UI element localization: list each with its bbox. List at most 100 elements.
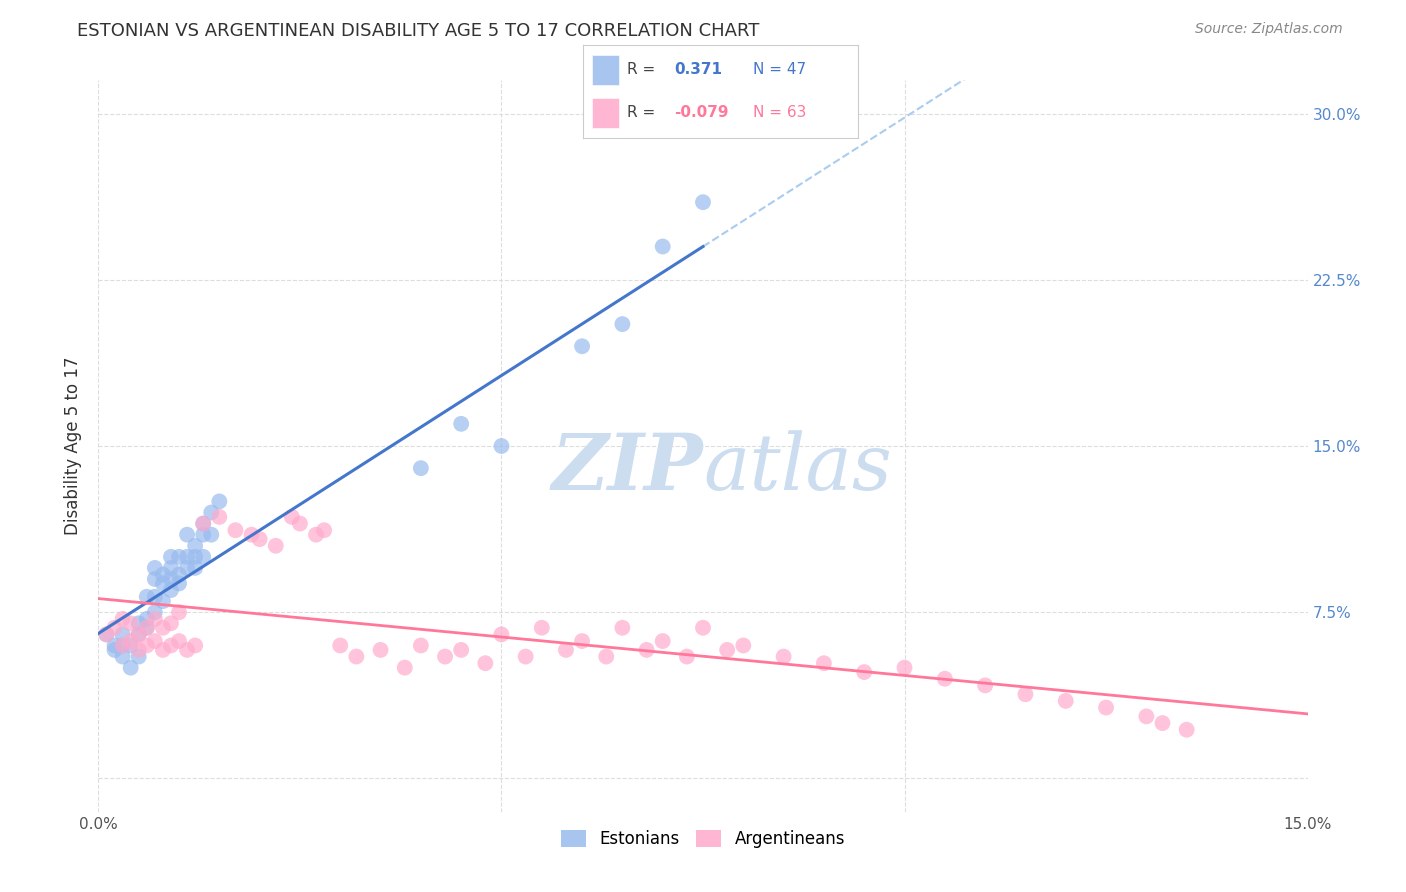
- Point: [193, 549, 215, 564]
- Point: [128, 627, 150, 641]
- Point: [595, 649, 617, 664]
- Point: [264, 539, 287, 553]
- Point: [160, 572, 183, 586]
- Point: [208, 510, 231, 524]
- Point: [143, 612, 166, 626]
- Point: [344, 649, 367, 664]
- Point: [152, 621, 174, 635]
- Point: [120, 639, 142, 653]
- Point: [733, 639, 755, 653]
- Point: [103, 621, 125, 635]
- Point: [530, 621, 553, 635]
- Point: [974, 678, 997, 692]
- Point: [160, 583, 183, 598]
- Point: [176, 561, 198, 575]
- Point: [1095, 700, 1118, 714]
- Point: [612, 317, 634, 331]
- Point: [143, 572, 166, 586]
- FancyBboxPatch shape: [592, 98, 619, 128]
- Point: [111, 612, 134, 626]
- Point: [409, 639, 432, 653]
- Point: [555, 643, 578, 657]
- Text: Source: ZipAtlas.com: Source: ZipAtlas.com: [1195, 22, 1343, 37]
- Point: [692, 621, 714, 635]
- Point: [651, 634, 673, 648]
- FancyBboxPatch shape: [592, 55, 619, 85]
- Point: [370, 643, 392, 657]
- Text: N = 47: N = 47: [754, 62, 807, 78]
- Point: [143, 590, 166, 604]
- Point: [160, 616, 183, 631]
- Point: [1175, 723, 1198, 737]
- Point: [281, 510, 304, 524]
- Point: [934, 672, 956, 686]
- Point: [167, 634, 190, 648]
- Point: [152, 576, 174, 591]
- Point: [135, 621, 157, 635]
- Point: [571, 339, 593, 353]
- Point: [111, 639, 134, 653]
- Point: [772, 649, 794, 664]
- Point: [152, 567, 174, 582]
- Point: [176, 527, 198, 541]
- Point: [128, 627, 150, 641]
- Point: [167, 576, 190, 591]
- Point: [434, 649, 457, 664]
- Point: [143, 634, 166, 648]
- Text: ESTONIAN VS ARGENTINEAN DISABILITY AGE 5 TO 17 CORRELATION CHART: ESTONIAN VS ARGENTINEAN DISABILITY AGE 5…: [77, 22, 759, 40]
- Point: [128, 616, 150, 631]
- Point: [200, 506, 222, 520]
- Point: [409, 461, 432, 475]
- Point: [450, 417, 472, 431]
- Legend: Estonians, Argentineans: Estonians, Argentineans: [554, 823, 852, 855]
- Point: [135, 590, 157, 604]
- Point: [1152, 716, 1174, 731]
- Point: [491, 627, 513, 641]
- Point: [111, 627, 134, 641]
- Point: [135, 621, 157, 635]
- Point: [636, 643, 658, 657]
- Point: [120, 616, 142, 631]
- Text: R =: R =: [627, 62, 655, 78]
- Point: [893, 660, 915, 674]
- Point: [208, 494, 231, 508]
- Point: [160, 561, 183, 575]
- Text: 0.371: 0.371: [673, 62, 721, 78]
- Text: -0.079: -0.079: [673, 105, 728, 120]
- Point: [128, 643, 150, 657]
- Point: [200, 527, 222, 541]
- Point: [1135, 709, 1157, 723]
- Text: ZIP: ZIP: [551, 430, 703, 506]
- Text: N = 63: N = 63: [754, 105, 807, 120]
- Point: [143, 605, 166, 619]
- Point: [184, 539, 207, 553]
- Point: [676, 649, 699, 664]
- Point: [128, 649, 150, 664]
- Point: [160, 549, 183, 564]
- Point: [716, 643, 738, 657]
- Point: [152, 643, 174, 657]
- Point: [1014, 687, 1036, 701]
- Point: [692, 195, 714, 210]
- Point: [176, 549, 198, 564]
- Point: [184, 561, 207, 575]
- Point: [103, 643, 125, 657]
- Point: [96, 627, 118, 641]
- Point: [813, 657, 835, 671]
- Point: [515, 649, 537, 664]
- Point: [249, 532, 271, 546]
- Point: [193, 516, 215, 531]
- Point: [193, 527, 215, 541]
- Point: [314, 523, 336, 537]
- Point: [612, 621, 634, 635]
- Point: [135, 612, 157, 626]
- Point: [167, 605, 190, 619]
- Point: [167, 549, 190, 564]
- Point: [96, 627, 118, 641]
- Point: [167, 567, 190, 582]
- Point: [143, 561, 166, 575]
- Point: [135, 639, 157, 653]
- Point: [329, 639, 352, 653]
- Point: [152, 594, 174, 608]
- Text: R =: R =: [627, 105, 655, 120]
